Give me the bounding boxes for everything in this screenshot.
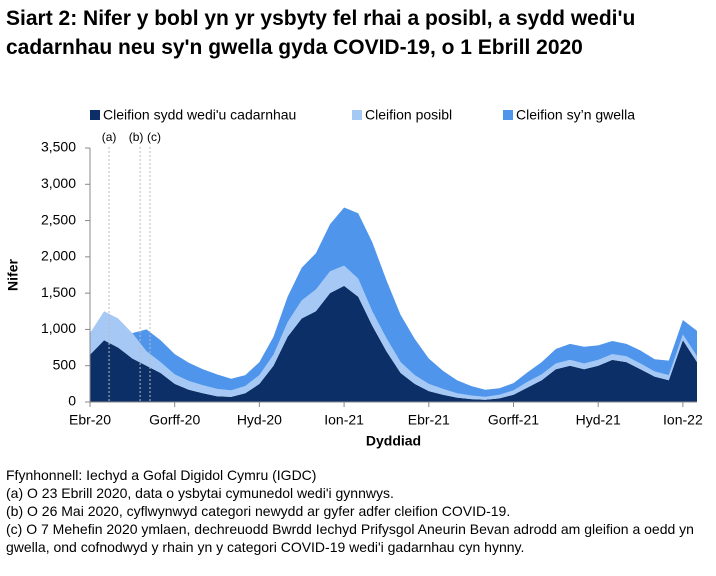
note: (a) O 23 Ebrill 2020, data o ysbytai cym… <box>6 485 394 501</box>
x-tick-label: Hyd-20 <box>237 412 282 428</box>
y-axis-title: Nifer <box>5 259 21 291</box>
area <box>90 207 697 397</box>
chart-title: Siart 2: Nifer y bobl yn yr ysbyty fel r… <box>6 7 636 59</box>
x-tick-label: Ion-22 <box>663 412 703 428</box>
legend-label: Cleifion sy’n gwella <box>516 107 635 123</box>
annotation-label: (b) <box>129 130 144 144</box>
y-tick-label: 1,500 <box>41 284 76 300</box>
notes: Ffynhonnell: Iechyd a Gofal Digidol Cymr… <box>6 466 712 556</box>
y-tick-label: 2,000 <box>41 248 76 264</box>
area <box>90 285 697 402</box>
note: (c) O 7 Mehefin 2020 ymlaen, dechreuodd … <box>6 521 694 555</box>
y-tick-label: 3,500 <box>41 139 76 155</box>
note: Ffynhonnell: Iechyd a Gofal Digidol Cymr… <box>6 467 317 483</box>
y-tick-label: 1,000 <box>41 320 76 336</box>
x-tick-label: Gorff-20 <box>149 412 200 428</box>
legend-swatch <box>503 110 513 120</box>
x-tick-label: Hyd-21 <box>576 412 621 428</box>
annotation-label: (c) <box>147 130 161 144</box>
x-tick-label: Ion-21 <box>324 412 364 428</box>
x-tick-label: Gorff-21 <box>488 412 539 428</box>
chart: 0 500 1,000 1,500 2,000 2,500 3,000 3,500 Ebr-20… <box>5 107 703 449</box>
legend-label: Cleifion posibl <box>365 107 452 123</box>
y-tick-label: 0 <box>68 393 76 409</box>
legend-swatch <box>352 110 362 120</box>
annotation-label: (a) <box>102 130 117 144</box>
y-tick-label: 500 <box>53 356 77 372</box>
y-tick-label: 3,000 <box>41 175 76 191</box>
x-axis-title: Dyddiad <box>366 433 421 449</box>
note: (b) O 26 Mai 2020, cyflwynwyd categori n… <box>6 503 511 519</box>
legend-label: Cleifion sydd wedi'u cadarnhau <box>103 107 296 123</box>
x-tick-label: Ebr-20 <box>69 412 111 428</box>
legend-swatch <box>90 110 100 120</box>
y-tick-label: 2,500 <box>41 211 76 227</box>
x-tick-label: Ebr-21 <box>408 412 450 428</box>
